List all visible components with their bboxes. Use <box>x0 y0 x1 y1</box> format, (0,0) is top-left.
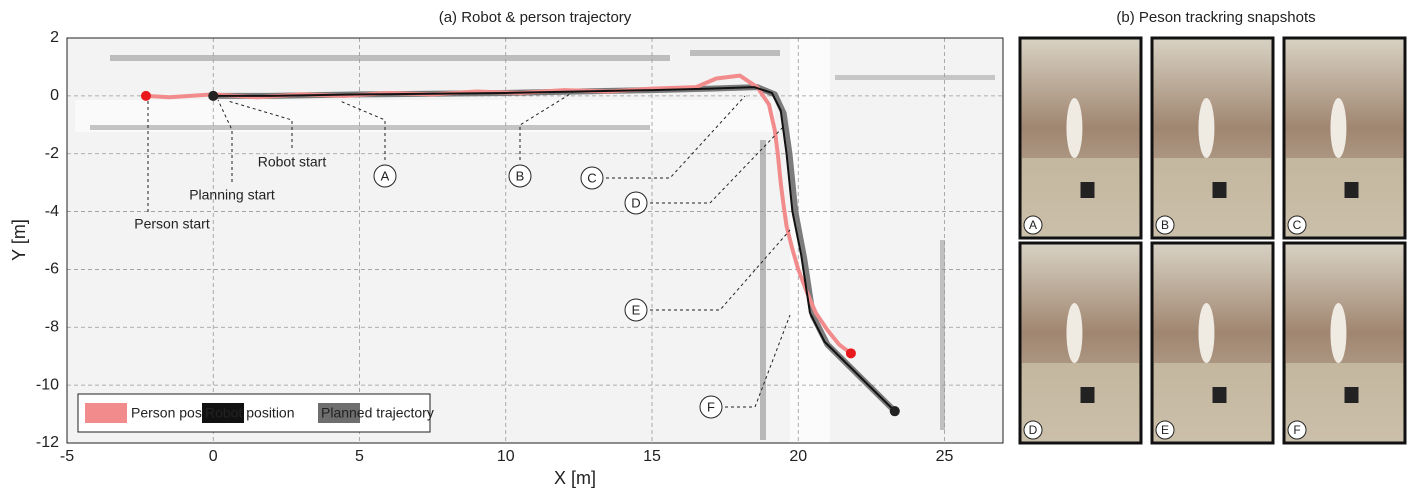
snapshot-robot <box>1344 182 1359 198</box>
x-tick-label: 10 <box>497 448 515 465</box>
snapshot-person <box>1330 98 1347 158</box>
annotation-label: D <box>631 195 640 210</box>
snapshot-label: E <box>1161 423 1169 437</box>
map-background <box>67 38 1003 443</box>
snapshot-label-circle <box>1155 215 1175 235</box>
annotation-arrow <box>519 90 576 160</box>
y-tick-label: -10 <box>36 376 59 393</box>
legend-label: Robot position <box>205 405 295 421</box>
x-tick-label: 15 <box>643 448 661 465</box>
y-tick-label: 0 <box>50 87 59 104</box>
annotation-label: Person start <box>134 216 210 232</box>
x-tick-label: 0 <box>209 448 218 465</box>
annotation-label: C <box>587 170 596 185</box>
snapshot-person <box>1198 98 1215 158</box>
endpoint-dot <box>140 90 151 101</box>
x-axis-label: X [m] <box>554 468 596 488</box>
annotation-arrow <box>339 100 386 160</box>
snapshot-label: F <box>1293 423 1300 437</box>
annotation-label: Robot start <box>258 154 327 170</box>
legend-swatch <box>202 403 244 423</box>
annotation-arrow <box>606 95 746 179</box>
y-tick-label: -4 <box>45 203 59 220</box>
snapshot-robot <box>1344 387 1359 403</box>
x-tick-label: 25 <box>936 448 954 465</box>
annotation-label: B <box>516 168 525 183</box>
annotation-arrow <box>227 100 293 148</box>
endpoint-dot <box>889 406 900 417</box>
annotation-circle <box>580 166 604 190</box>
snapshot-robot <box>1080 182 1095 198</box>
snapshot-label: A <box>1029 218 1037 232</box>
snapshots-title: (b) Peson trackring snapshots <box>1116 9 1315 26</box>
annotation-circle <box>624 298 648 322</box>
snapshot-robot <box>1212 182 1227 198</box>
snapshot-label-circle <box>1023 215 1043 235</box>
snapshot-label: B <box>1161 218 1169 232</box>
y-tick-label: -2 <box>45 145 59 162</box>
annotation-arrow <box>650 229 791 311</box>
annotation-arrow <box>725 314 791 408</box>
snapshot-robot <box>1080 387 1095 403</box>
annotation-circle <box>373 164 397 188</box>
snapshot-person <box>1330 303 1347 363</box>
legend-label: Planned trajectory <box>321 405 434 421</box>
legend-box <box>77 393 431 433</box>
annotation-label: F <box>707 399 715 414</box>
snapshot-label: D <box>1029 423 1038 437</box>
snapshot-label-circle <box>1287 215 1307 235</box>
x-tick-label: -5 <box>60 448 74 465</box>
annotation-circle <box>624 191 648 215</box>
annotation-label: E <box>632 302 641 317</box>
legend-swatch <box>85 403 127 423</box>
snapshot-robot <box>1212 387 1227 403</box>
x-tick-label: 5 <box>355 448 364 465</box>
y-tick-label: 2 <box>50 29 59 46</box>
annotation-label: A <box>381 168 390 183</box>
legend-swatch <box>318 403 360 423</box>
y-tick-label: -12 <box>36 434 59 451</box>
x-tick-label: 20 <box>789 448 807 465</box>
snapshot-person <box>1066 98 1083 158</box>
snapshot-person <box>1198 303 1215 363</box>
y-tick-label: -8 <box>45 319 59 336</box>
annotation-arrow <box>217 99 233 182</box>
plot-frame <box>66 37 1004 444</box>
chart-title: (a) Robot & person trajectory <box>439 9 632 26</box>
endpoint-dot <box>845 348 856 359</box>
annotation-label: Planning start <box>189 187 275 203</box>
snapshot-person <box>1066 303 1083 363</box>
y-tick-label: -6 <box>45 261 59 278</box>
snapshot-label: C <box>1293 218 1302 232</box>
annotation-circle <box>699 395 723 419</box>
trajectory-line <box>213 86 896 412</box>
snapshot-label-circle <box>1023 420 1043 440</box>
snapshot-label-circle <box>1155 420 1175 440</box>
endpoint-dot <box>208 90 219 101</box>
y-axis-label: Y [m] <box>9 219 29 261</box>
annotation-arrow <box>650 124 786 204</box>
annotation-circle <box>508 164 532 188</box>
snapshot-label-circle <box>1287 420 1307 440</box>
